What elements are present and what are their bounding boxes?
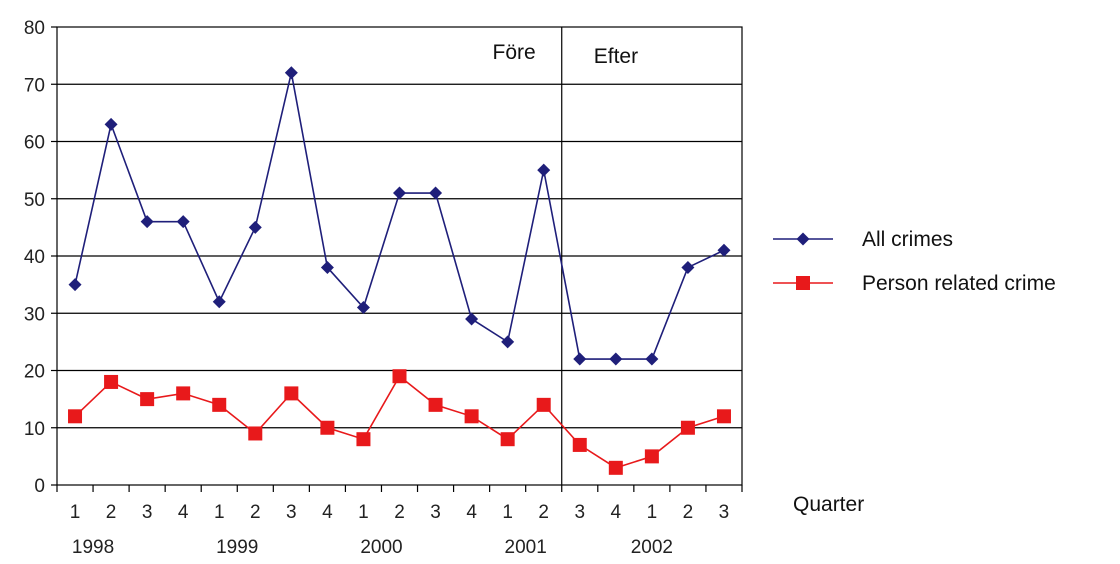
data-point	[248, 220, 262, 234]
data-point	[140, 215, 154, 229]
data-point	[645, 352, 659, 366]
x-tick-label: 3	[719, 502, 730, 523]
data-point	[681, 260, 695, 274]
y-tick-label: 40	[24, 247, 45, 268]
y-tick-label: 50	[24, 190, 45, 211]
data-point	[464, 409, 479, 424]
grid-lines	[56, 26, 743, 486]
x-tick-label: 2	[250, 502, 261, 523]
series-group	[68, 66, 731, 475]
series-line	[74, 72, 725, 360]
data-point	[644, 449, 659, 464]
data-point	[500, 432, 515, 447]
data-point	[465, 312, 479, 326]
legend: All crimes Person related crime	[773, 228, 1056, 295]
x-tick-label: 1	[647, 502, 658, 523]
data-point	[68, 409, 83, 424]
data-point	[176, 386, 191, 401]
data-point	[320, 260, 334, 274]
data-point	[393, 186, 406, 200]
x-axis-label: Quarter	[793, 493, 864, 516]
data-point	[680, 420, 695, 435]
data-point	[536, 397, 551, 412]
data-point	[212, 397, 227, 412]
data-point	[320, 420, 335, 435]
x-tick-label: 1	[502, 502, 513, 523]
data-point	[104, 117, 118, 131]
x-tick-label: 2	[538, 502, 549, 523]
year-label: 1999	[216, 537, 258, 558]
y-tick-label: 70	[24, 75, 45, 96]
year-label: 1998	[72, 537, 114, 558]
annotation-efter: Efter	[594, 45, 638, 68]
year-label: 2001	[505, 537, 547, 558]
data-point	[572, 437, 587, 452]
legend-marker	[796, 276, 810, 290]
x-tick-label: 1	[358, 502, 369, 523]
data-point	[608, 460, 623, 475]
x-tick-label: 3	[430, 502, 441, 523]
x-tick-label: 3	[142, 502, 153, 523]
x-tick-label: 1	[70, 502, 81, 523]
legend-label: Person related crime	[862, 272, 1056, 295]
data-point	[284, 66, 298, 80]
legend-label: All crimes	[862, 228, 953, 251]
y-tick-label: 30	[24, 304, 45, 325]
x-tick-label: 4	[466, 502, 477, 523]
series-1	[68, 369, 731, 475]
year-label: 2000	[360, 537, 402, 558]
data-point	[429, 186, 443, 200]
year-label: 2002	[631, 537, 673, 558]
data-point	[356, 301, 370, 315]
data-point	[68, 278, 82, 292]
data-point	[356, 432, 371, 447]
data-point	[501, 335, 515, 349]
y-tick-label: 20	[24, 362, 45, 383]
data-point	[104, 374, 119, 389]
series-line	[74, 375, 725, 469]
data-point	[212, 295, 226, 309]
legend-marker	[796, 232, 810, 246]
x-tick-label: 1	[214, 502, 225, 523]
data-point	[248, 426, 263, 441]
x-tick-label: 3	[574, 502, 585, 523]
data-point	[176, 215, 190, 229]
data-point	[392, 369, 407, 384]
data-point	[609, 352, 623, 366]
y-axis-ticks: 0 10 20 30 40 50 60 70 80	[24, 18, 57, 497]
data-point	[284, 386, 299, 401]
y-tick-label: 80	[24, 18, 45, 39]
data-point	[428, 397, 443, 412]
x-tick-label: 3	[286, 502, 297, 523]
x-tick-label: 2	[106, 502, 117, 523]
x-tick-label: 2	[683, 502, 694, 523]
x-tick-label: 2	[394, 502, 405, 523]
x-tick-label: 4	[322, 502, 333, 523]
data-point	[716, 409, 731, 424]
y-tick-label: 0	[34, 476, 45, 497]
y-tick-label: 60	[24, 133, 45, 154]
data-point	[537, 163, 551, 177]
y-tick-label: 10	[24, 419, 45, 440]
x-axis-ticks: 1 2 3 4 1 2 3 4 1 2 3 4 1 2 3 4 1 2 3	[56, 485, 743, 523]
x-tick-label: 4	[178, 502, 189, 523]
data-point	[573, 352, 587, 366]
data-point	[717, 243, 731, 257]
annotation-fore: Före	[493, 41, 536, 64]
year-labels: 1998 1999 2000 2001 2002	[72, 537, 673, 558]
series-0	[68, 66, 731, 366]
data-point	[140, 392, 155, 407]
x-tick-label: 4	[611, 502, 622, 523]
